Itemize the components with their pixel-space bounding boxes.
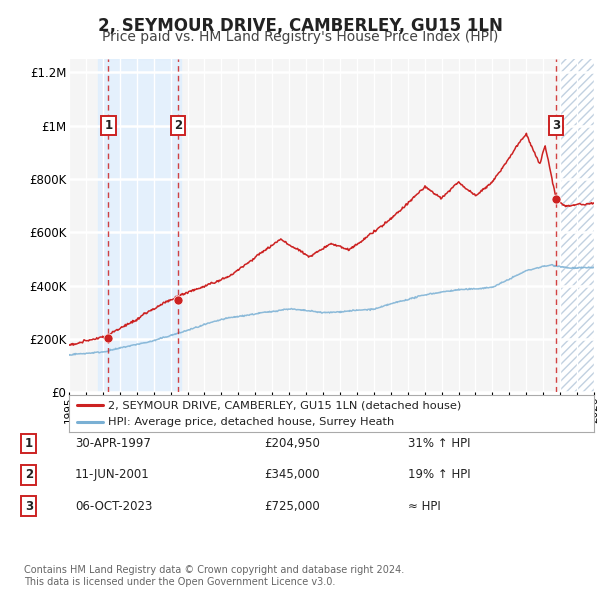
Text: 2, SEYMOUR DRIVE, CAMBERLEY, GU15 1LN: 2, SEYMOUR DRIVE, CAMBERLEY, GU15 1LN xyxy=(98,17,502,35)
Text: £725,000: £725,000 xyxy=(264,500,320,513)
Bar xyxy=(560,59,594,392)
Text: £204,950: £204,950 xyxy=(264,437,320,450)
Text: 30-APR-1997: 30-APR-1997 xyxy=(75,437,151,450)
Text: Contains HM Land Registry data © Crown copyright and database right 2024.
This d: Contains HM Land Registry data © Crown c… xyxy=(24,565,404,587)
Text: 06-OCT-2023: 06-OCT-2023 xyxy=(75,500,152,513)
Bar xyxy=(560,59,594,392)
Text: 19% ↑ HPI: 19% ↑ HPI xyxy=(408,468,470,481)
Text: 31% ↑ HPI: 31% ↑ HPI xyxy=(408,437,470,450)
Text: ≈ HPI: ≈ HPI xyxy=(408,500,441,513)
Bar xyxy=(98,59,181,392)
Text: 1: 1 xyxy=(25,437,33,450)
Text: Price paid vs. HM Land Registry's House Price Index (HPI): Price paid vs. HM Land Registry's House … xyxy=(102,30,498,44)
Text: 1: 1 xyxy=(104,119,113,132)
Text: 11-JUN-2001: 11-JUN-2001 xyxy=(75,468,150,481)
Text: 3: 3 xyxy=(25,500,33,513)
Text: HPI: Average price, detached house, Surrey Heath: HPI: Average price, detached house, Surr… xyxy=(109,417,395,427)
Text: 2, SEYMOUR DRIVE, CAMBERLEY, GU15 1LN (detached house): 2, SEYMOUR DRIVE, CAMBERLEY, GU15 1LN (d… xyxy=(109,400,461,410)
Text: 2: 2 xyxy=(174,119,182,132)
Text: 2: 2 xyxy=(25,468,33,481)
Text: 3: 3 xyxy=(552,119,560,132)
Text: £345,000: £345,000 xyxy=(264,468,320,481)
